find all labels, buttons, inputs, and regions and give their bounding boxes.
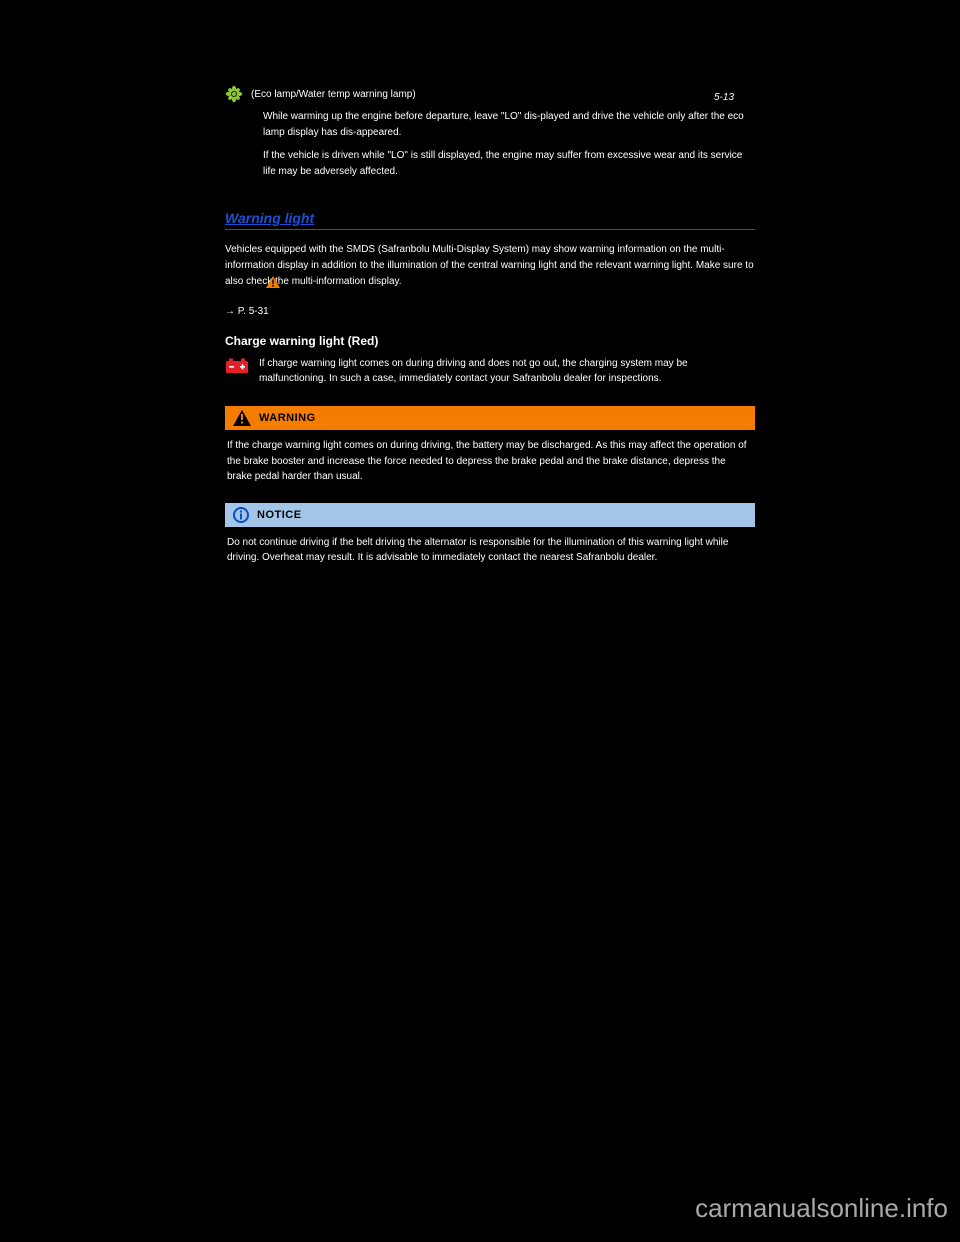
warning-box-header: WARNING xyxy=(225,406,755,430)
eco-header-row: (Eco lamp/Water temp warning lamp) xyxy=(225,85,755,103)
warning-body: If the charge warning light comes on dur… xyxy=(225,430,755,503)
warning-triangle-icon xyxy=(233,410,251,426)
smds-text: Vehicles equipped with the SMDS (Safranb… xyxy=(225,244,754,287)
eco-flower-icon xyxy=(225,85,243,103)
watermark: carmanualsonline.info xyxy=(695,1193,948,1224)
notice-info-icon xyxy=(233,507,249,523)
charge-warning-text: If charge warning light comes on during … xyxy=(259,356,755,386)
section-rule xyxy=(225,229,755,230)
warning-label: WARNING xyxy=(259,412,316,424)
intro-paragraph-1: While warming up the engine before depar… xyxy=(263,109,755,141)
intro-paragraph-2: If the vehicle is driven while "LO" is s… xyxy=(263,148,755,180)
notice-label: NOTICE xyxy=(257,509,302,521)
page-reference: → P. 5-31 xyxy=(225,304,755,320)
charge-warning-row: If charge warning light comes on during … xyxy=(225,356,755,386)
notice-box-header: NOTICE xyxy=(225,503,755,527)
battery-icon xyxy=(225,358,249,374)
notice-body: Do not continue driving if the belt driv… xyxy=(225,527,755,576)
smds-paragraph: Vehicles equipped with the SMDS (Safranb… xyxy=(225,242,755,290)
warning-light-heading: Warning light xyxy=(225,210,755,226)
page-content: (Eco lamp/Water temp warning lamp) While… xyxy=(225,85,755,576)
charge-warning-subheading: Charge warning light (Red) xyxy=(225,334,755,348)
eco-header-text: (Eco lamp/Water temp warning lamp) xyxy=(251,89,416,100)
inline-warning-triangle-icon xyxy=(266,276,280,288)
